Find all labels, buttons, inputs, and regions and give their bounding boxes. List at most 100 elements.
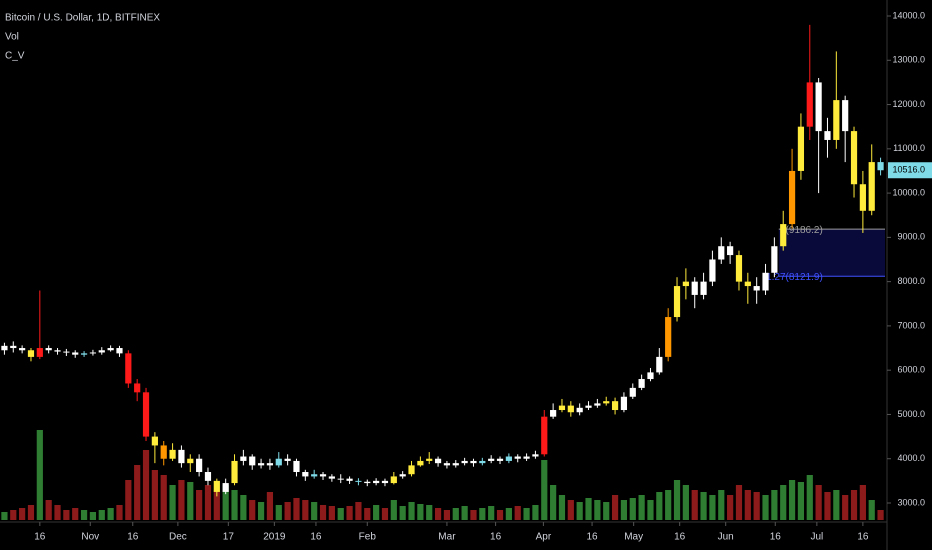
candle-body xyxy=(45,348,52,351)
candle-body xyxy=(744,281,751,287)
volume-bar xyxy=(744,490,751,520)
fib-label: 1.27(8121.9) xyxy=(766,272,823,283)
candle-body xyxy=(257,463,265,466)
candle-body xyxy=(98,350,105,353)
x-tick-label: 16 xyxy=(310,532,322,543)
candle-body xyxy=(426,458,433,461)
volume-bar xyxy=(523,508,530,520)
y-tick-label: 14000.0 xyxy=(892,10,925,20)
candle-body xyxy=(523,456,530,459)
candle-body xyxy=(824,131,831,140)
volume-bar xyxy=(850,490,858,520)
volume-bar xyxy=(567,500,574,520)
candle-body xyxy=(788,170,796,225)
y-tick-label: 10000.0 xyxy=(892,187,925,197)
candle-body xyxy=(558,405,566,411)
y-tick-label: 3000.0 xyxy=(897,497,925,507)
candle-body xyxy=(461,460,468,464)
y-tick-label: 6000.0 xyxy=(897,365,925,375)
volume-bar xyxy=(700,492,707,520)
x-tick-label: 16 xyxy=(857,532,869,543)
volume-bar xyxy=(682,485,689,520)
candle-body xyxy=(470,460,477,464)
candle-body xyxy=(169,449,176,459)
candle-body xyxy=(709,259,716,282)
volume-bar xyxy=(364,508,371,520)
volume-bar xyxy=(302,500,309,520)
candle-body xyxy=(815,82,822,132)
candle-body xyxy=(19,348,26,351)
volume-bar xyxy=(647,500,654,520)
last-price-label: 10516.0 xyxy=(892,165,925,175)
x-tick-label: 16 xyxy=(490,532,502,543)
candle-body xyxy=(63,351,70,353)
candle-body xyxy=(36,348,43,357)
volume-bar xyxy=(390,500,397,520)
volume-bar xyxy=(797,482,805,520)
volume-bar xyxy=(576,502,583,520)
candle-body xyxy=(629,387,636,397)
candle-body xyxy=(735,255,743,282)
candle-body xyxy=(107,348,114,351)
y-tick-label: 8000.0 xyxy=(897,276,925,286)
candle-body xyxy=(673,286,681,318)
volume-bar xyxy=(1,512,8,520)
volume-bar xyxy=(735,485,743,520)
candle-body xyxy=(311,474,318,477)
volume-bar xyxy=(788,480,796,520)
volume-bar xyxy=(488,506,495,520)
candle-body xyxy=(381,480,389,484)
volume-bar xyxy=(496,510,504,520)
y-tick-label: 12000.0 xyxy=(892,99,925,109)
candle-body xyxy=(771,246,778,273)
y-tick-label: 13000.0 xyxy=(892,55,925,65)
volume-bar xyxy=(319,505,327,520)
candle-body xyxy=(727,246,734,256)
fib-label: 1(9186.2) xyxy=(780,225,823,236)
volume-bar xyxy=(98,510,105,520)
volume-bar xyxy=(771,490,778,520)
candle-body xyxy=(514,456,521,459)
volume-bar xyxy=(187,482,194,520)
candle-body xyxy=(859,184,866,211)
volume-bar xyxy=(585,498,592,520)
volume-bar xyxy=(868,500,875,520)
candle-body xyxy=(337,478,344,480)
candle-body xyxy=(204,472,212,481)
volume-bar xyxy=(257,502,265,520)
volume-bar xyxy=(89,512,97,520)
volume-bar xyxy=(824,492,831,520)
candle-body xyxy=(656,356,663,373)
candle-body xyxy=(319,474,327,477)
candle-body xyxy=(355,480,362,482)
candle-body xyxy=(576,407,583,413)
volume-bar xyxy=(532,505,539,520)
volume-bar xyxy=(443,510,451,520)
volume-bar xyxy=(611,495,619,520)
candle-body xyxy=(125,353,132,384)
y-tick-label: 4000.0 xyxy=(897,453,925,463)
candle-body xyxy=(27,350,35,357)
volume-bar xyxy=(125,480,132,520)
x-tick-label: 16 xyxy=(770,532,782,543)
candle-body xyxy=(142,392,150,437)
volume-bar xyxy=(19,508,26,520)
volume-bar xyxy=(417,504,424,520)
x-tick-label: May xyxy=(624,532,643,543)
volume-bar xyxy=(213,490,220,520)
volume-bar xyxy=(806,475,813,520)
candle-body xyxy=(585,405,592,408)
volume-bar xyxy=(709,495,716,520)
volume-bar xyxy=(116,505,123,520)
volume-bar xyxy=(470,510,477,520)
volume-bar xyxy=(107,508,114,520)
candle-body xyxy=(302,472,309,477)
candle-body xyxy=(89,352,97,354)
volume-bar xyxy=(859,485,866,520)
y-tick-label: 11000.0 xyxy=(893,143,925,153)
volume-bar xyxy=(434,508,442,520)
volume-bar xyxy=(753,492,760,520)
x-tick-label: Jul xyxy=(810,532,823,543)
candle-body xyxy=(222,483,229,492)
volume-bar xyxy=(656,492,663,520)
